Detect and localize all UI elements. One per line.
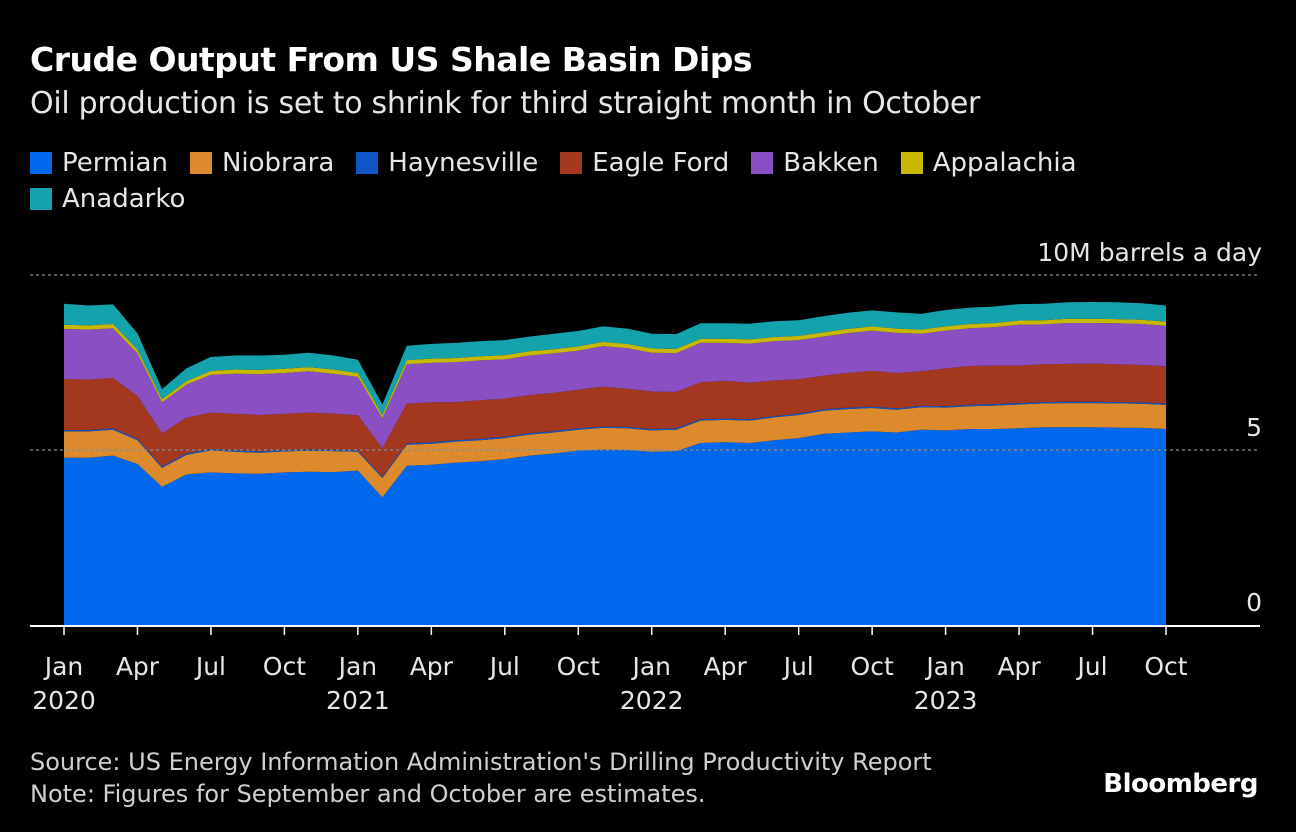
legend-swatch: [30, 152, 52, 174]
area-anadarko: [64, 302, 1166, 415]
x-tick-label: Jan: [630, 652, 671, 681]
x-tick-label: Jul: [488, 652, 520, 681]
legend-item-niobrara: Niobrara: [189, 148, 335, 178]
chart-legend: Permian Niobrara Haynesville Eagle Ford Bakk…: [30, 148, 1230, 214]
legend-label: Permian: [62, 148, 168, 178]
chart-subtitle: Oil production is set to shrink for thir…: [30, 86, 981, 121]
legend-item-anadarko: Anadarko: [30, 184, 185, 214]
area-niobrara: [64, 403, 1166, 498]
legend-label: Bakken: [783, 148, 879, 178]
x-tick-year: 2021: [326, 686, 390, 715]
footer-notes: Source: US Energy Information Administra…: [30, 746, 932, 810]
y-tick-label: 10M barrels a day: [1037, 238, 1262, 267]
legend-swatch: [189, 152, 212, 174]
x-tick-label: Apr: [116, 652, 160, 681]
legend-item-bakken: Bakken: [751, 148, 879, 178]
legend-swatch: [900, 152, 923, 174]
x-tick-label: Apr: [704, 652, 748, 681]
legend-label: Anadarko: [62, 184, 186, 214]
x-tick-label: Apr: [410, 652, 454, 681]
legend-label: Niobrara: [221, 148, 335, 178]
legend-label: Eagle Ford: [592, 148, 730, 178]
source-text: Source: US Energy Information Administra…: [30, 748, 932, 776]
x-tick-label: Jan: [924, 652, 965, 681]
legend-swatch: [30, 188, 52, 210]
area-permian: [64, 427, 1166, 625]
x-tick-year: 2022: [620, 686, 684, 715]
legend-swatch: [751, 152, 774, 174]
x-tick-label: Jul: [1075, 652, 1107, 681]
x-tick-label: Jul: [194, 652, 226, 681]
area-bakken: [64, 323, 1166, 449]
legend-item-haynesville: Haynesville: [356, 148, 538, 178]
note-text: Note: Figures for September and October …: [30, 780, 706, 808]
x-tick-year: 2020: [32, 686, 96, 715]
legend-item-eagle-ford: Eagle Ford: [560, 148, 729, 178]
x-tick-label: Apr: [997, 652, 1041, 681]
x-tick-label: Oct: [851, 652, 894, 681]
legend-swatch: [356, 152, 379, 174]
x-tick-label: Oct: [263, 652, 306, 681]
legend-label: Haynesville: [388, 148, 539, 178]
x-tick-label: Jul: [782, 652, 814, 681]
legend-swatch: [560, 152, 583, 174]
x-tick-year: 2023: [914, 686, 978, 715]
x-tick-label: Jan: [337, 652, 378, 681]
x-tick-label: Jan: [43, 652, 84, 681]
legend-item-appalachia: Appalachia: [900, 148, 1077, 178]
y-tick-label: 0: [1246, 588, 1262, 617]
x-tick-label: Oct: [557, 652, 600, 681]
chart-title: Crude Output From US Shale Basin Dips: [30, 40, 753, 79]
legend-item-permian: Permian: [30, 148, 168, 178]
y-tick-label: 5: [1246, 413, 1262, 442]
x-tick-label: Oct: [1144, 652, 1187, 681]
area-eagle-ford: [64, 363, 1166, 477]
legend-label: Appalachia: [932, 148, 1077, 178]
bloomberg-logo: Bloomberg: [1103, 769, 1258, 799]
